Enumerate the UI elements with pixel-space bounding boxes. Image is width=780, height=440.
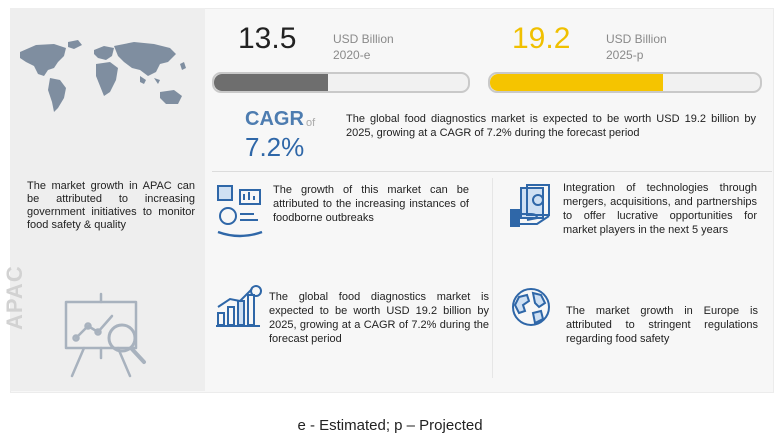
cagr-of-label: of — [306, 117, 316, 129]
value-2020-year: 2020-e — [333, 48, 371, 62]
cagr-label: CAGR — [245, 108, 304, 130]
column-divider — [492, 178, 493, 378]
food-safety-icon — [217, 185, 263, 238]
world-map-icon — [20, 40, 186, 112]
globe-icon — [512, 288, 550, 326]
growth-text: The global food diagnostics market is ex… — [269, 291, 489, 345]
growth-chart-icon — [216, 285, 262, 327]
bar-2020 — [212, 72, 470, 93]
europe-text: The market growth in Europe is attribute… — [566, 305, 758, 345]
bar-2025-fill — [490, 74, 663, 91]
bar-2025 — [488, 72, 762, 93]
integration-text: Integration of technologies through merg… — [563, 182, 757, 236]
cagr-value: 7.2% — [245, 132, 305, 162]
value-2025-unit: USD Billion — [606, 32, 667, 46]
value-2025-year: 2025-p — [606, 48, 644, 62]
value-2020-unit: USD Billion — [333, 32, 394, 46]
divider — [212, 171, 772, 172]
bar-2020-fill — [214, 74, 329, 91]
cagr-description: The global food diagnostics market is ex… — [346, 113, 756, 139]
apac-region-label: APAC — [2, 265, 27, 330]
presentation-board-icon — [64, 292, 146, 378]
money-hand-icon — [510, 184, 550, 227]
value-2025: 19.2 — [512, 22, 571, 55]
outbreaks-text: The growth of this market can be attribu… — [273, 184, 469, 224]
apac-description: The market growth in APAC can be attribu… — [27, 180, 195, 231]
footnote: e - Estimated; p – Projected — [297, 417, 483, 434]
value-2020: 13.5 — [238, 22, 297, 55]
